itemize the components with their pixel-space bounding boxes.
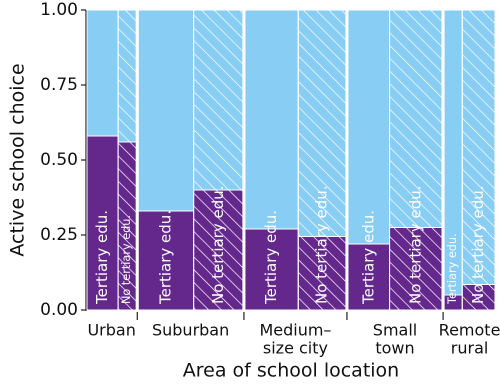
hatch-overlay	[389, 9, 443, 311]
hatch-overlay	[297, 9, 347, 311]
bar-label: Tertiary edu.	[262, 210, 280, 305]
bar-segment	[347, 243, 391, 311]
bar-label: Tertiary edu.	[93, 210, 111, 305]
bar-label: No tertiary edu.	[120, 215, 133, 304]
bar-segment	[244, 228, 299, 311]
x-category-label: Small	[373, 321, 417, 340]
remainder-segment	[137, 9, 195, 212]
y-tick-label: 0.50	[40, 150, 78, 170]
x-category-label: Remote	[439, 321, 500, 340]
bar-label: No tertiary edu.	[313, 185, 331, 304]
remainder-segment	[244, 9, 299, 230]
remainder-segment	[347, 9, 391, 245]
y-tick-label: 0.25	[40, 225, 78, 245]
x-category-label: town	[375, 339, 414, 358]
bar-label: No tertiary edu.	[209, 185, 227, 304]
y-tick-label: 0.75	[40, 75, 78, 95]
x-category-label: Suburban	[152, 321, 229, 340]
x-category-label: rural	[451, 339, 489, 358]
hatch-overlay	[117, 9, 137, 311]
y-tick-label: 1.00	[40, 0, 78, 20]
bar-label: No tertiary edu.	[406, 185, 424, 304]
x-category-label: Medium–	[259, 321, 331, 340]
bar-label: Tertiary edu.	[359, 210, 377, 305]
bar-segment	[137, 210, 195, 311]
y-axis-title: Active school choice	[7, 63, 29, 256]
hatch-overlay	[193, 9, 244, 311]
x-axis-title: Area of school location	[183, 360, 399, 382]
x-category-label: size city	[263, 339, 328, 358]
remainder-segment	[86, 9, 119, 137]
y-tick-label: 0.00	[40, 300, 78, 320]
bar-segment	[86, 135, 119, 311]
x-category-label: Urban	[87, 321, 135, 340]
hatch-overlay	[461, 9, 496, 311]
plot-area: 0.00 0.25 0.50 0.75 1.00 Tertiary edu. No tert…	[40, 0, 500, 358]
bar-label: Tertiary edu.	[156, 210, 174, 305]
bar-label: No tertiary edu.	[469, 185, 487, 304]
bar-label: Tertiary edu.	[446, 233, 459, 305]
